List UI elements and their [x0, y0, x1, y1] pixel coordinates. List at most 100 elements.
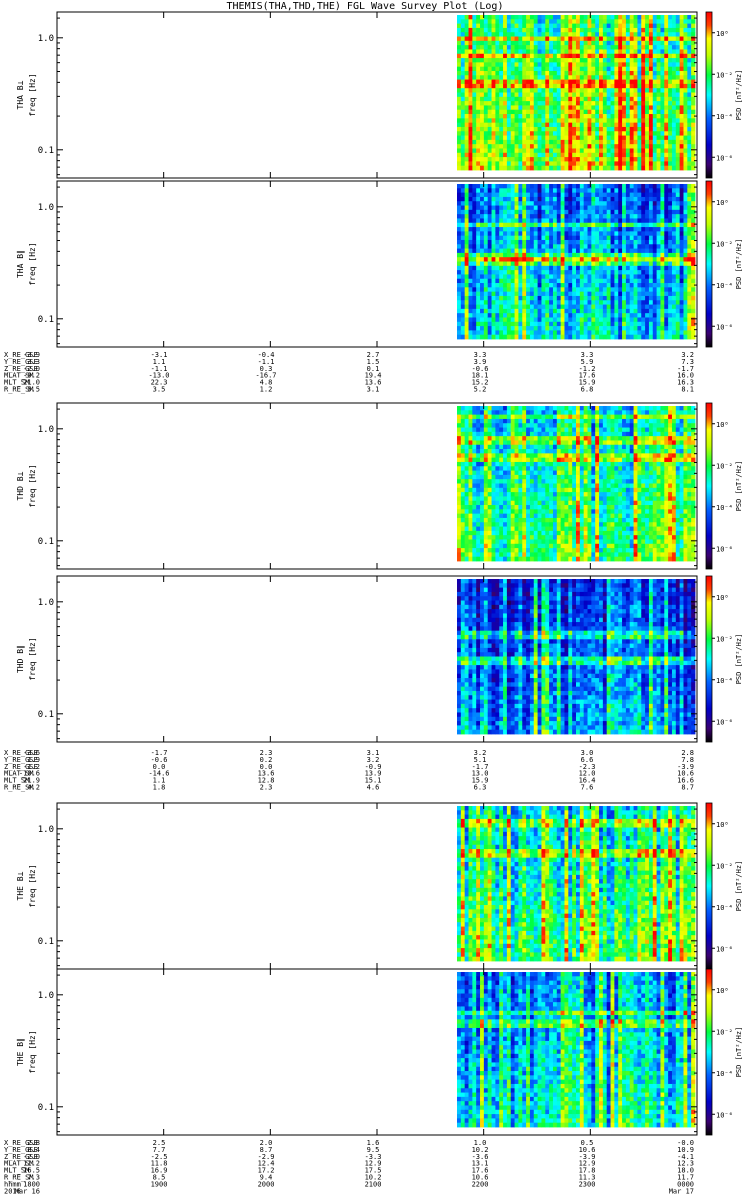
- spectrogram-cell: [595, 88, 600, 93]
- spectrogram-cell: [499, 196, 504, 202]
- spectrogram-cell: [545, 126, 550, 132]
- spectrogram-cell: [629, 23, 634, 29]
- spectrogram-cell: [629, 75, 634, 80]
- spectrogram-cell: [579, 53, 585, 59]
- spectrogram-cell: [625, 283, 631, 288]
- spectrogram-cell: [679, 209, 684, 215]
- spectrogram-cell: [568, 148, 573, 154]
- spectrogram-cell: [457, 556, 462, 562]
- spectrogram-cell: [652, 27, 658, 33]
- spectrogram-cell: [583, 45, 588, 50]
- spectrogram-cell: [687, 188, 692, 194]
- spectrogram-cell: [545, 96, 550, 102]
- spectrogram-cell: [633, 257, 638, 262]
- spectrogram-cell: [506, 40, 512, 46]
- spectrogram-cell: [606, 96, 611, 102]
- spectrogram-cell: [526, 23, 531, 29]
- spectrogram-cell: [522, 118, 527, 124]
- spectrogram-cell: [622, 96, 627, 102]
- spectrogram-cell: [460, 19, 466, 25]
- spectrogram-cell: [625, 231, 631, 237]
- spectrogram-cell: [602, 118, 608, 124]
- spectrogram-cell: [625, 188, 631, 194]
- spectrogram-cell: [510, 45, 515, 50]
- spectrogram-cell: [622, 321, 627, 327]
- spectrogram-cell: [595, 270, 600, 275]
- spectrogram-cell: [491, 317, 496, 323]
- spectrogram-cell: [552, 214, 558, 219]
- spectrogram-cell: [652, 152, 658, 158]
- spectrogram-cell: [595, 295, 600, 301]
- spectrogram-cell: [583, 19, 588, 25]
- spectrogram-cell: [687, 261, 692, 267]
- spectrogram-cell: [541, 114, 546, 119]
- spectrogram-cell: [587, 32, 592, 37]
- spectrogram-cell: [472, 431, 477, 437]
- spectrogram-cell: [591, 252, 596, 258]
- spectrogram-cell: [487, 479, 492, 484]
- spectrogram-cell: [625, 304, 631, 310]
- spectrogram-cell: [533, 58, 539, 63]
- spectrogram-cell: [499, 209, 504, 215]
- spectrogram-cell: [491, 548, 496, 553]
- spectrogram-cell: [576, 205, 581, 211]
- spectrogram-cell: [583, 62, 588, 68]
- spectrogram-cell: [691, 126, 696, 132]
- spectrogram-cell: [560, 96, 565, 102]
- spectrogram-cell: [537, 88, 542, 93]
- spectrogram-cell: [671, 144, 677, 149]
- spectrogram-cell: [495, 487, 500, 493]
- spectrogram-cell: [648, 70, 654, 76]
- spectrogram-cell: [679, 334, 684, 340]
- spectrogram-cell: [633, 53, 638, 59]
- spectrogram-cell: [622, 36, 627, 42]
- spectrogram-cell: [506, 96, 512, 102]
- spectrogram-cell: [499, 423, 504, 428]
- spectrogram-cell: [675, 227, 681, 232]
- spectrogram-cell: [545, 62, 550, 68]
- spectrogram-cell: [491, 227, 496, 232]
- spectrogram-cell: [522, 304, 527, 310]
- spectrogram-cell: [579, 330, 585, 336]
- spectrogram-cell: [629, 152, 634, 158]
- spectrogram-cell: [595, 248, 600, 254]
- spectrogram-cell: [625, 114, 631, 119]
- spectrogram-cell: [499, 222, 504, 228]
- spectrogram-cell: [499, 304, 504, 310]
- spectrogram-cell: [522, 101, 527, 106]
- spectrogram-cell: [576, 334, 581, 340]
- spectrogram-cell: [599, 161, 604, 167]
- spectrogram-cell: [641, 66, 646, 72]
- spectrogram-cell: [564, 83, 569, 89]
- spectrogram-cell: [499, 70, 504, 76]
- spectrogram-cell: [457, 461, 462, 467]
- spectrogram-cell: [460, 548, 466, 553]
- spectrogram-cell: [576, 313, 581, 318]
- spectrogram-cell: [468, 19, 473, 25]
- spectrogram-cell: [587, 222, 592, 228]
- spectrogram-cell: [510, 92, 515, 98]
- spectrogram-cell: [602, 184, 608, 189]
- spectrogram-cell: [510, 201, 515, 206]
- spectrogram-cell: [495, 278, 500, 284]
- spectrogram-cell: [457, 58, 462, 63]
- spectrogram-cell: [460, 474, 466, 480]
- spectrogram-cell: [549, 101, 554, 106]
- spectrogram-cell: [675, 79, 681, 85]
- spectrogram-cell: [583, 139, 588, 145]
- spectrogram-cell: [560, 15, 565, 20]
- spectrogram-cell: [576, 201, 581, 206]
- spectrogram-cell: [545, 270, 550, 275]
- spectrogram-cell: [664, 79, 669, 85]
- spectrogram-cell: [510, 261, 515, 267]
- spectrogram-cell: [510, 75, 515, 80]
- spectrogram-cell: [491, 283, 496, 288]
- spectrogram-cell: [687, 96, 692, 102]
- spectrogram-cell: [691, 244, 696, 249]
- spectrogram-cell: [614, 265, 619, 271]
- spectrogram-cell: [568, 126, 573, 132]
- spectrogram-cell: [503, 188, 508, 194]
- spectrogram-cell: [499, 244, 504, 249]
- spectrogram-cell: [656, 278, 661, 284]
